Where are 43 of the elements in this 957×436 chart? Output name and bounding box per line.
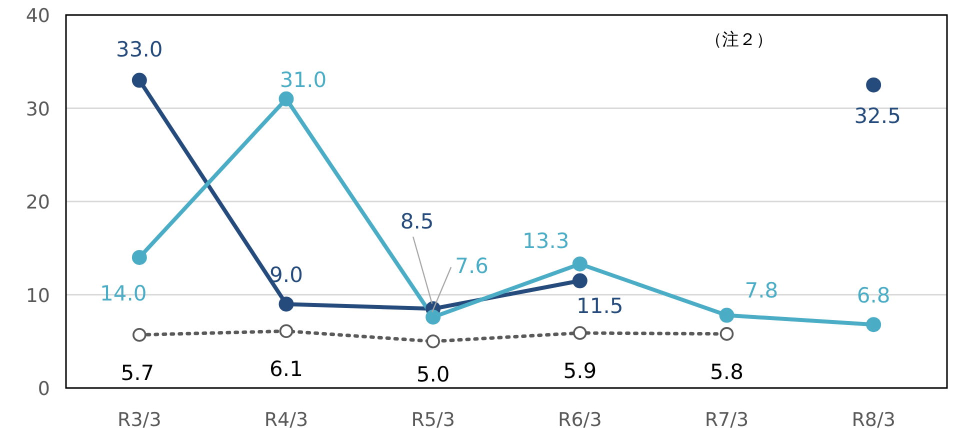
y-tick-label: 0 (38, 378, 50, 400)
data-label: 5.9 (563, 358, 597, 383)
y-tick-label: 10 (26, 284, 50, 307)
point (132, 72, 147, 88)
point (132, 250, 147, 265)
data-label: 11.5 (576, 294, 624, 318)
point (866, 317, 882, 332)
data-label: 5.0 (416, 362, 450, 386)
data-label: 8.5 (400, 210, 434, 234)
point (426, 334, 440, 348)
point (278, 296, 294, 312)
point (866, 77, 882, 92)
point (279, 324, 294, 338)
point (572, 273, 588, 288)
point (278, 91, 294, 106)
data-label: 14.0 (100, 281, 147, 306)
point (426, 310, 441, 325)
y-tick-label: 40 (26, 5, 50, 27)
data-label: 6.1 (270, 357, 303, 382)
y-tick-label: 20 (26, 192, 50, 214)
data-label: 31.0 (280, 68, 327, 92)
point (720, 327, 734, 341)
annotation: （注２） (704, 30, 773, 50)
data-label: 33.0 (116, 37, 163, 62)
x-tick-label: R7/3 (704, 409, 749, 431)
y-tick-label: 30 (26, 98, 50, 120)
x-tick-label: R8/3 (852, 409, 896, 431)
data-label: 7.8 (744, 278, 778, 302)
data-label: 7.6 (455, 254, 488, 278)
x-tick-label: R6/3 (558, 409, 602, 431)
data-label: 6.8 (856, 284, 890, 308)
data-label: 13.3 (522, 228, 570, 253)
data-label: 32.5 (854, 104, 901, 128)
data-label: 5.7 (120, 360, 154, 385)
data-label: 9.0 (270, 263, 303, 288)
point (132, 328, 146, 342)
x-tick-label: R3/3 (118, 409, 162, 431)
x-tick-label: R5/3 (411, 409, 455, 431)
point (719, 308, 734, 323)
x-tick-label: R4/3 (264, 409, 308, 431)
data-label: 5.8 (710, 360, 744, 384)
point (573, 326, 587, 340)
point (572, 256, 588, 272)
